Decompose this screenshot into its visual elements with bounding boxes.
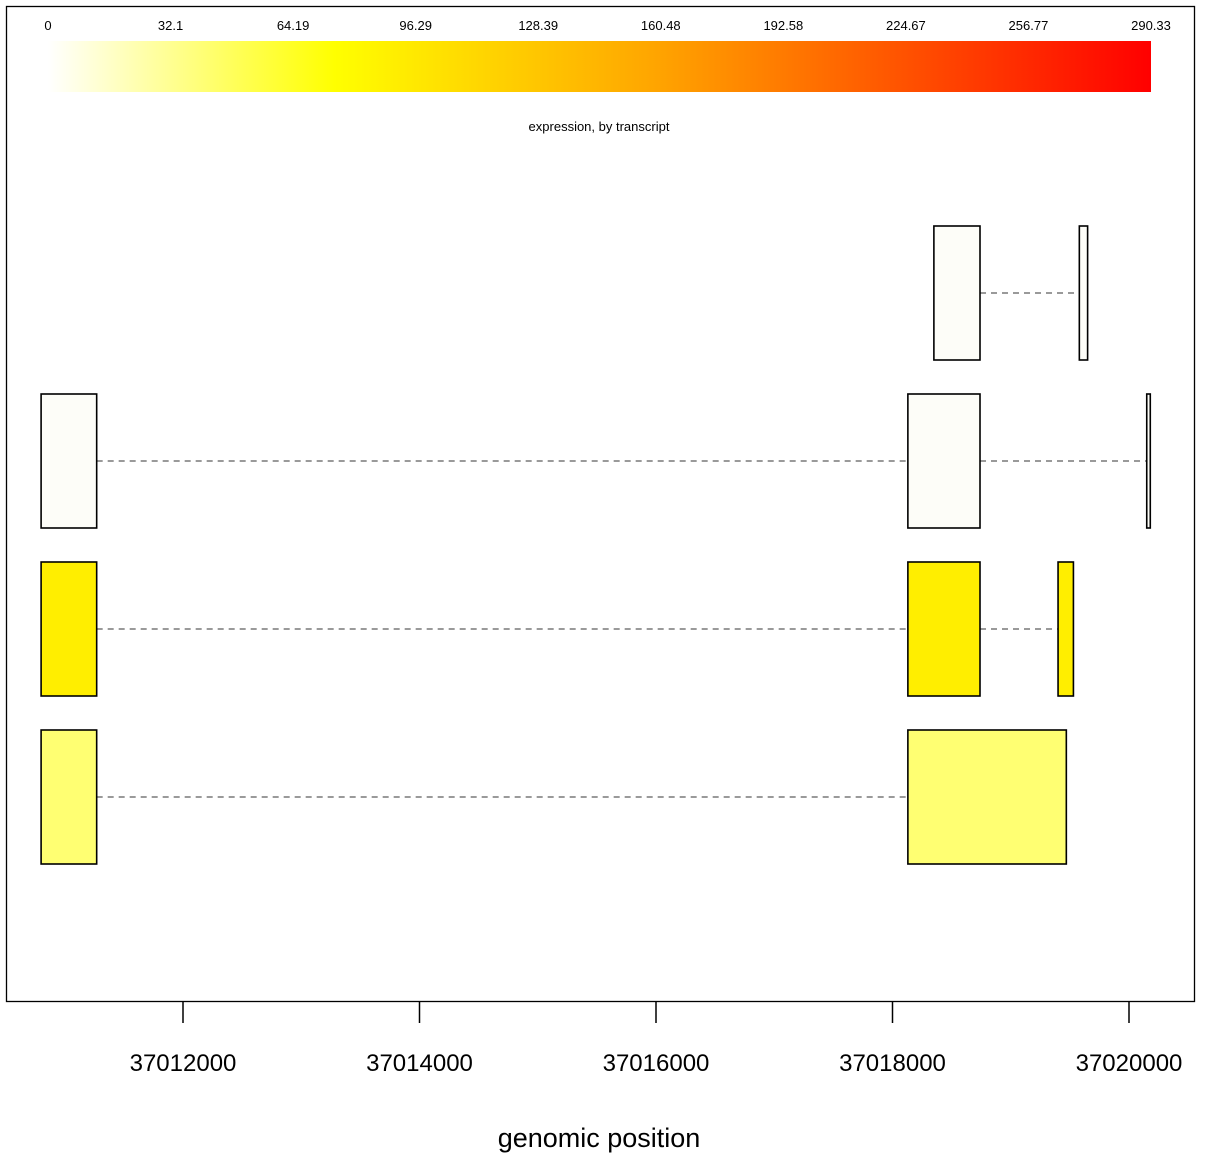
x-axis-title: genomic position: [498, 1123, 701, 1153]
exon-box: [933, 225, 981, 361]
color-scale: 0 32.1 64.19 96.29 128.39 160.48 192.58 224.67 2…: [44, 18, 1171, 134]
exon-box: [907, 729, 1068, 865]
plot-frame: [5, 5, 1196, 1003]
exon-box: [40, 561, 98, 697]
transcript-track: [40, 729, 1068, 865]
exon-box: [40, 393, 98, 529]
x-tick-label: 37018000: [839, 1050, 946, 1077]
color-scale-tick-label: 224.67: [886, 18, 926, 33]
color-scale-tick-label: 290.33: [1131, 18, 1171, 33]
x-tick-label: 37014000: [366, 1050, 473, 1077]
exon-box: [1145, 393, 1152, 529]
x-tick-label: 37020000: [1076, 1050, 1183, 1077]
color-scale-title: expression, by transcript: [529, 119, 670, 134]
color-scale-tick-label: 256.77: [1009, 18, 1049, 33]
x-axis: 37012000 37014000 37016000 37018000 37020000: [130, 1002, 1183, 1077]
color-scale-tick-label: 64.19: [277, 18, 310, 33]
exon-box: [1078, 225, 1089, 361]
x-tick-label: 37016000: [603, 1050, 710, 1077]
color-scale-bar: [48, 41, 1151, 92]
color-scale-tick-label: 192.58: [763, 18, 803, 33]
transcript-track: [933, 225, 1089, 361]
transcript-track: [40, 393, 1152, 529]
x-tick-label: 37012000: [130, 1050, 237, 1077]
exon-box: [40, 729, 98, 865]
transcript-track: [40, 561, 1075, 697]
exon-box: [1057, 561, 1075, 697]
color-scale-tick-labels: 0 32.1 64.19 96.29 128.39 160.48 192.58 224.67 2…: [44, 18, 1171, 33]
exon-box: [907, 561, 981, 697]
color-scale-tick-label: 0: [44, 18, 51, 33]
transcripts: [40, 225, 1152, 865]
exon-box: [907, 393, 981, 529]
color-scale-tick-label: 160.48: [641, 18, 681, 33]
color-scale-tick-label: 32.1: [158, 18, 183, 33]
color-scale-tick-label: 128.39: [518, 18, 558, 33]
color-scale-tick-label: 96.29: [399, 18, 432, 33]
